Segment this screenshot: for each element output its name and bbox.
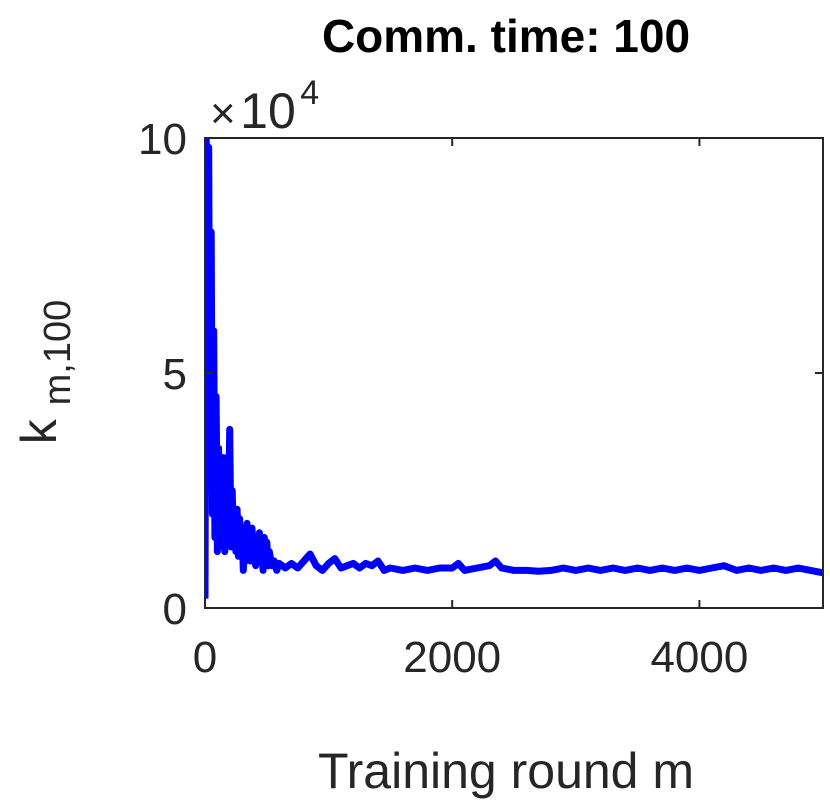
y-multiplier-times: × <box>210 89 236 138</box>
x-axis-ticks: 0 2000 4000 <box>193 138 748 682</box>
y-tick-label: 10 <box>138 115 187 164</box>
x-tick-label: 4000 <box>650 633 748 682</box>
y-axis-ticks: 0 5 10 <box>138 115 823 634</box>
chart-title: Comm. time: 100 <box>322 10 690 62</box>
series-line <box>205 138 823 599</box>
x-axis-label: Training round m <box>318 743 694 799</box>
y-axis-multiplier: × 10 4 <box>210 74 319 139</box>
y-multiplier-exponent: 4 <box>300 74 319 112</box>
y-tick-label: 0 <box>163 585 187 634</box>
y-tick-label: 5 <box>163 350 187 399</box>
plot-frame <box>204 137 824 609</box>
x-tick-label: 0 <box>193 633 217 682</box>
x-tick-label: 2000 <box>403 633 501 682</box>
y-axis-label-base: k <box>11 418 67 444</box>
y-axis-label: k m,100 <box>11 300 79 445</box>
y-axis-label-subscript: m,100 <box>37 300 79 406</box>
y-multiplier-base: 10 <box>240 83 296 139</box>
